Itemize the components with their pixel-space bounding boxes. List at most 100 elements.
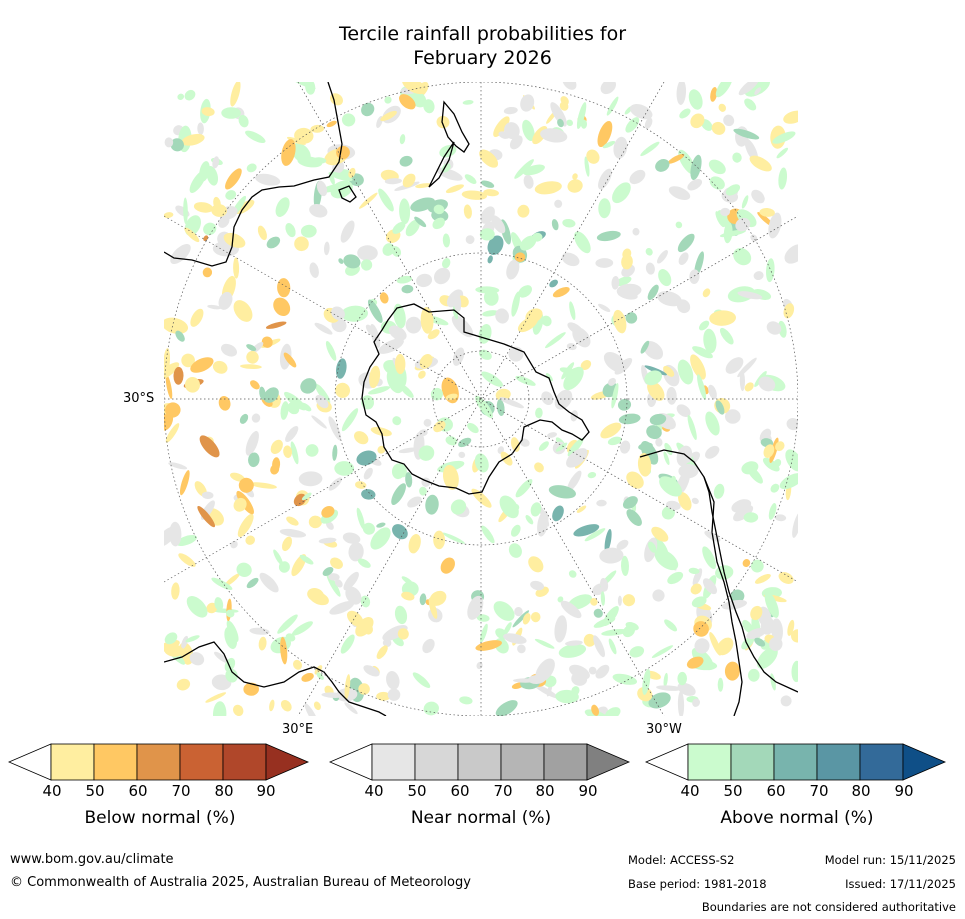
colorbar-swatch-60 xyxy=(136,743,181,781)
probability-patch xyxy=(495,308,509,324)
probability-patch xyxy=(211,204,227,217)
probability-patch xyxy=(358,683,370,695)
probability-patch xyxy=(763,444,775,458)
probability-patch xyxy=(176,678,191,691)
probability-patch xyxy=(416,273,433,288)
probability-patch xyxy=(772,131,796,144)
probability-patch xyxy=(604,528,612,553)
probability-patch xyxy=(197,505,216,528)
probability-patch xyxy=(359,192,378,209)
probability-patch xyxy=(273,549,283,566)
probability-patch xyxy=(259,572,279,593)
probability-patch xyxy=(600,422,622,439)
probability-patch xyxy=(776,147,789,159)
probability-patch xyxy=(692,346,713,359)
probability-patch xyxy=(181,133,205,146)
probability-patch xyxy=(668,186,691,200)
probability-patch xyxy=(676,445,693,467)
probability-patch xyxy=(537,510,549,537)
colorbar-label-above: Above normal (%) xyxy=(720,808,874,828)
probability-patch xyxy=(593,608,603,618)
probability-patch xyxy=(766,321,782,335)
probability-patch xyxy=(715,211,725,228)
probability-patch xyxy=(290,441,299,465)
colorbar-extend-min xyxy=(645,743,689,781)
probability-patch xyxy=(678,252,689,265)
probability-patch xyxy=(165,402,181,418)
probability-patch xyxy=(603,352,626,373)
probability-patch xyxy=(164,212,174,219)
probability-patch xyxy=(399,198,411,225)
probability-patch xyxy=(591,704,599,716)
probability-patch xyxy=(356,450,377,466)
probability-patch xyxy=(203,222,217,236)
coastline-antarctica xyxy=(361,303,590,495)
colorbar-swatch-80 xyxy=(859,743,904,781)
probability-patch xyxy=(523,174,534,189)
probability-patch xyxy=(394,605,408,625)
probability-patch xyxy=(744,98,757,111)
probability-patch xyxy=(645,248,653,256)
colorbar-swatch-70 xyxy=(500,743,545,781)
probability-patch xyxy=(399,94,416,110)
probability-patch xyxy=(475,640,502,651)
probability-patch xyxy=(423,418,432,427)
probability-patch xyxy=(226,620,239,643)
probability-patch xyxy=(169,521,182,547)
probability-patch xyxy=(370,323,381,349)
probability-field xyxy=(164,82,798,716)
probability-patch xyxy=(334,579,343,588)
model-name: Model: ACCESS-S2 xyxy=(628,853,735,867)
probability-patch xyxy=(599,547,624,564)
probability-patch xyxy=(534,638,555,649)
tick-near-70: 70 xyxy=(493,782,513,800)
probability-patch xyxy=(170,243,191,265)
probability-patch xyxy=(613,136,628,159)
probability-patch xyxy=(290,82,316,90)
tick-above-70: 70 xyxy=(809,782,829,800)
probability-patch xyxy=(238,477,254,493)
probability-patch xyxy=(656,685,682,691)
tick-above-40: 40 xyxy=(680,782,700,800)
probability-patch xyxy=(246,577,259,589)
probability-patch xyxy=(705,411,720,436)
probability-patch xyxy=(233,704,244,716)
probability-patch xyxy=(341,408,359,432)
tick-above-80: 80 xyxy=(851,782,871,800)
probability-patch xyxy=(677,359,694,385)
probability-patch xyxy=(480,206,495,224)
probability-patch xyxy=(399,155,413,167)
probability-patch xyxy=(625,622,639,631)
probability-patch xyxy=(273,297,291,317)
probability-patch xyxy=(778,320,787,338)
probability-patch xyxy=(376,522,386,528)
probability-patch xyxy=(759,207,775,217)
probability-patch xyxy=(778,572,794,584)
probability-patch xyxy=(442,532,465,544)
probability-patch xyxy=(480,180,495,188)
probability-patch xyxy=(419,486,427,496)
probability-patch xyxy=(445,436,458,446)
probability-patch xyxy=(397,628,409,640)
probability-patch xyxy=(651,526,669,542)
probability-patch xyxy=(595,664,610,679)
website-link[interactable]: www.bom.gov.au/climate xyxy=(10,852,174,867)
probability-patch xyxy=(687,414,697,441)
probability-patch xyxy=(622,594,636,607)
probability-patch xyxy=(401,591,415,601)
probability-patch xyxy=(718,103,727,112)
colorbar-swatch-40 xyxy=(50,743,95,781)
probability-patch xyxy=(405,316,422,334)
probability-patch xyxy=(687,178,703,191)
probability-patch xyxy=(193,202,214,213)
probability-patch xyxy=(648,692,671,709)
probability-patch xyxy=(690,113,705,129)
probability-patch xyxy=(733,247,752,266)
probability-patch xyxy=(749,155,772,172)
colorbar-below-normal xyxy=(8,743,310,781)
probability-patch xyxy=(775,514,787,522)
probability-patch xyxy=(600,82,616,95)
probability-patch xyxy=(520,94,535,112)
probability-patch xyxy=(164,137,174,148)
probability-patch xyxy=(238,114,249,128)
